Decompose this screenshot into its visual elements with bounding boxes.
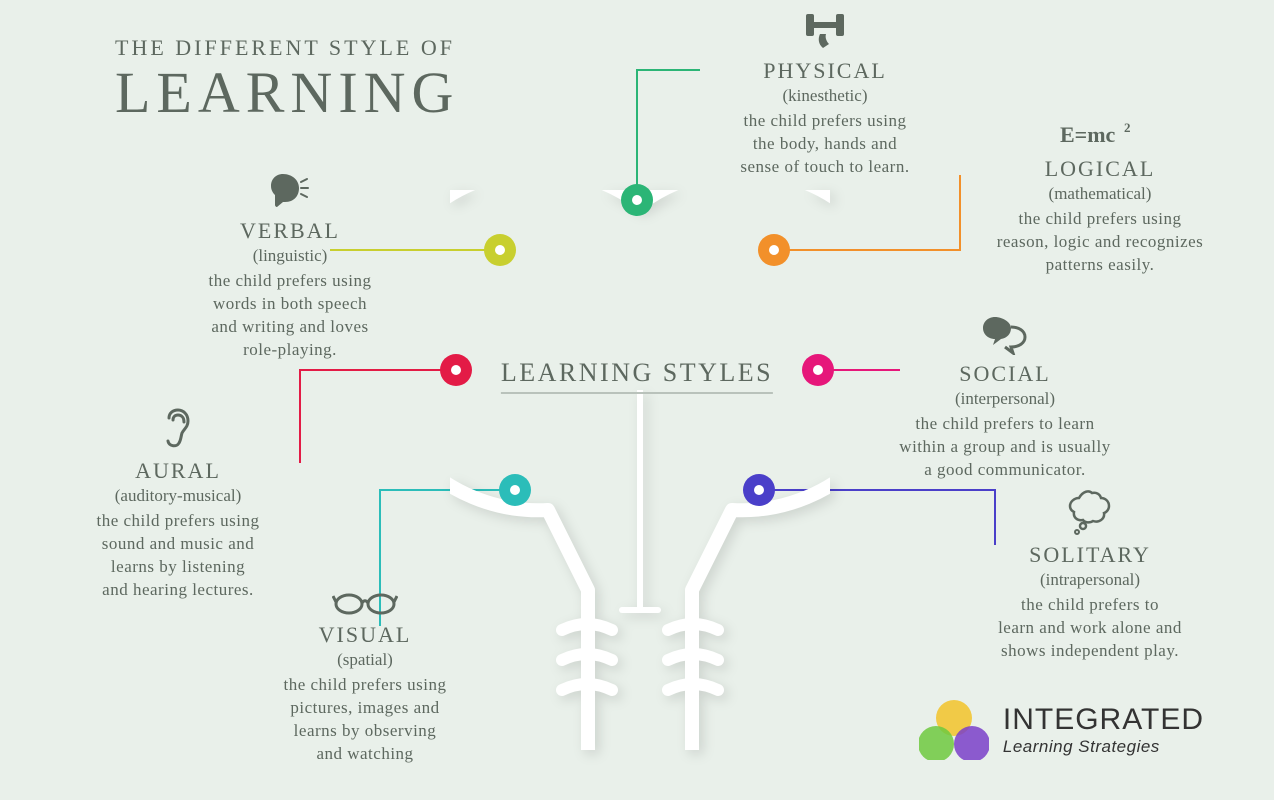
- style-heading: SOLITARY: [960, 542, 1220, 568]
- style-subheading: (spatial): [250, 650, 480, 670]
- title-large: LEARNING: [115, 59, 459, 126]
- svg-text:2: 2: [1124, 120, 1131, 135]
- node-aural: [440, 354, 472, 386]
- style-description: the child prefers to learnwithin a group…: [860, 413, 1150, 482]
- style-description: the child prefers usingreason, logic and…: [960, 208, 1240, 277]
- style-logical: E=mc 2 LOGICAL(mathematical) the child pref…: [960, 118, 1240, 277]
- style-subheading: (auditory-musical): [48, 486, 308, 506]
- style-heading: SOCIAL: [860, 361, 1150, 387]
- emc2-icon: E=mc 2: [960, 118, 1240, 150]
- node-social: [802, 354, 834, 386]
- svg-text:E=mc: E=mc: [1060, 122, 1116, 147]
- page-title: THE DIFFERENT STYLE OF LEARNING: [115, 35, 459, 126]
- style-subheading: (interpersonal): [860, 389, 1150, 409]
- logo-sub: Learning Strategies: [1003, 737, 1204, 757]
- thought-icon: [960, 490, 1220, 536]
- lightbulb-graphic: [450, 190, 830, 755]
- node-solitary: [743, 474, 775, 506]
- talking-head-icon: [170, 170, 410, 212]
- glasses-icon: [250, 590, 480, 616]
- connector-aural: [300, 370, 456, 463]
- style-physical: PHYSICAL(kinesthetic) the child prefers u…: [700, 10, 950, 179]
- style-description: the child prefers usingthe body, hands a…: [700, 110, 950, 179]
- node-physical: [621, 184, 653, 216]
- style-description: the child prefers usingpictures, images …: [250, 674, 480, 766]
- logo-mark: [919, 700, 989, 760]
- brand-logo: INTEGRATED Learning Strategies: [919, 700, 1204, 760]
- ear-icon: [48, 408, 308, 452]
- chat-icon: [860, 315, 1150, 355]
- logo-main: INTEGRATED: [1003, 703, 1204, 737]
- connector-physical: [637, 70, 700, 200]
- style-subheading: (intrapersonal): [960, 570, 1220, 590]
- style-description: the child prefers tolearn and work alone…: [960, 594, 1220, 663]
- style-description: the child prefers usingsound and music a…: [48, 510, 308, 602]
- style-verbal: VERBAL(linguistic) the child prefers usin…: [170, 170, 410, 362]
- node-logical: [758, 234, 790, 266]
- style-aural: AURAL(auditory-musical) the child prefers…: [48, 408, 308, 602]
- node-visual: [499, 474, 531, 506]
- center-label: LEARNING STYLES: [501, 358, 773, 394]
- style-subheading: (mathematical): [960, 184, 1240, 204]
- node-verbal: [484, 234, 516, 266]
- style-heading: LOGICAL: [960, 156, 1240, 182]
- logo-text: INTEGRATED Learning Strategies: [1003, 703, 1204, 757]
- style-social: SOCIAL(interpersonal) the child prefers t…: [860, 315, 1150, 482]
- style-subheading: (kinesthetic): [700, 86, 950, 106]
- dumbbell-icon: [700, 10, 950, 52]
- style-heading: PHYSICAL: [700, 58, 950, 84]
- style-visual: VISUAL(spatial) the child prefers usingpi…: [250, 590, 480, 766]
- style-solitary: SOLITARY(intrapersonal) the child prefers…: [960, 490, 1220, 663]
- style-description: the child prefers usingwords in both spe…: [170, 270, 410, 362]
- style-heading: VISUAL: [250, 622, 480, 648]
- style-heading: VERBAL: [170, 218, 410, 244]
- title-small: THE DIFFERENT STYLE OF: [115, 35, 459, 61]
- style-subheading: (linguistic): [170, 246, 410, 266]
- style-heading: AURAL: [48, 458, 308, 484]
